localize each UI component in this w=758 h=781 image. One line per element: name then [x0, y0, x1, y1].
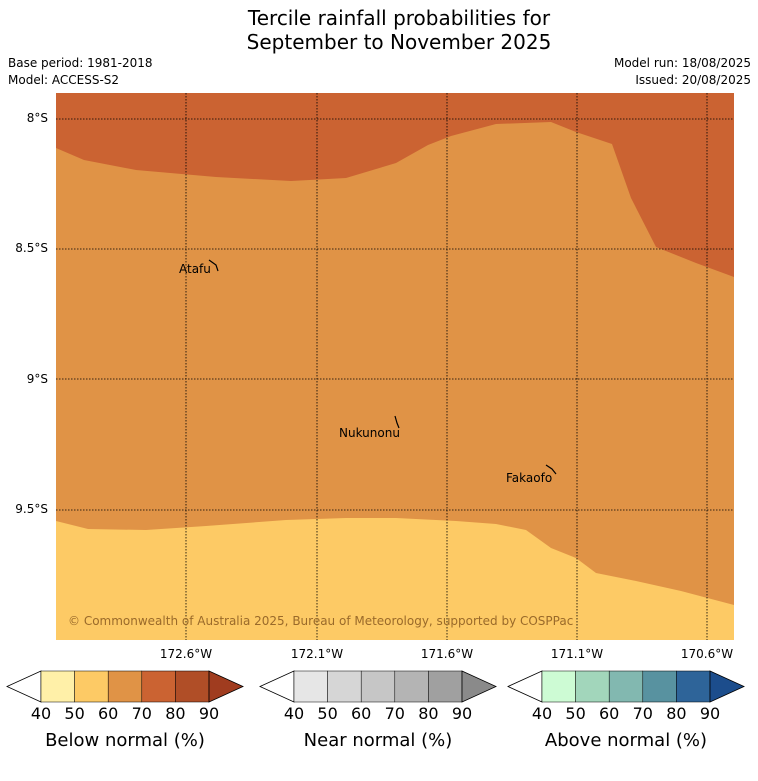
colorbar-tick-label: 90 — [451, 704, 473, 723]
lon-tick-172-1: 172.1°W — [290, 647, 344, 661]
colorbar-segment — [360, 670, 396, 703]
colorbar-extend-low — [6, 670, 42, 703]
colorbar-segment — [608, 670, 644, 703]
colorbar-tick-label: 50 — [64, 704, 85, 723]
colorbar-above-normal — [507, 670, 745, 703]
colorbar-tick-label: 70 — [632, 704, 653, 723]
colorbar-below-normal — [6, 670, 244, 703]
colorbar-segment — [642, 670, 677, 703]
colorbar-tick-label: 60 — [98, 704, 119, 723]
colorbar-tick-label: 60 — [599, 704, 620, 723]
lon-tick-171-1: 171.1°W — [550, 647, 604, 661]
colorbar-segment — [541, 670, 576, 703]
colorbar-tick-label: 70 — [384, 704, 405, 723]
colorbar-segment — [40, 670, 75, 703]
colorbar-segment — [575, 670, 610, 703]
colorbar-tick-label: 80 — [666, 704, 687, 723]
place-label-fakaofo: Fakaofo — [506, 471, 553, 485]
nukunonu-atoll — [394, 415, 400, 429]
colorbar-tick-label: 40 — [283, 704, 305, 723]
lon-tick-172-6: 172.6°W — [159, 647, 213, 661]
region-below-60 — [56, 122, 734, 640]
issued-date: Issued: 20/08/2025 — [635, 73, 751, 87]
colorbar-extend-high — [208, 670, 244, 703]
atolls — [208, 259, 557, 475]
colorbar-tick-label: 80 — [418, 704, 439, 723]
lon-tick-171-6: 171.6°W — [420, 647, 474, 661]
colorbar-extend-high — [709, 670, 745, 703]
colorbar-below-swatches — [6, 670, 244, 703]
atafu-atoll — [208, 259, 219, 272]
place-label-nukunonu: Nukunonu — [339, 426, 400, 440]
colorbar-extend-low — [507, 670, 543, 703]
lon-tick-170-6: 170.6°W — [680, 647, 734, 661]
chart-title-line1: Tercile rainfall probabilities for — [247, 6, 551, 30]
colorbar-near-title: Near normal (%) — [303, 730, 453, 751]
colorbar-tick-label: 70 — [131, 704, 152, 723]
colorbar-below-title: Below normal (%) — [45, 730, 205, 751]
colorbar-tick-label: 60 — [351, 704, 372, 723]
lat-tick-8-5: 8.5°S — [15, 241, 48, 255]
chart-title-line2: September to November 2025 — [246, 30, 552, 54]
colorbar-extend-low — [259, 670, 295, 703]
colorbar-near-normal — [259, 670, 497, 703]
colorbar-segment — [141, 670, 176, 703]
graticule — [56, 93, 734, 640]
colorbar-tick-label: 50 — [565, 704, 586, 723]
colorbar-segment — [107, 670, 143, 703]
colorbar-segment — [327, 670, 362, 703]
region-below-50 — [56, 518, 734, 640]
colorbar-tick-label: 90 — [198, 704, 220, 723]
colorbar-above-title: Above normal (%) — [544, 730, 708, 751]
colorbar-above-swatches — [507, 670, 745, 703]
model-name: Model: ACCESS-S2 — [8, 73, 120, 87]
colorbar-segment — [175, 670, 210, 703]
probability-map — [56, 93, 734, 640]
lat-tick-9-5: 9.5°S — [15, 502, 48, 516]
model-run: Model run: 18/08/2025 — [613, 56, 751, 70]
lat-tick-8: 8°S — [26, 111, 48, 125]
colorbar-tick-label: 40 — [531, 704, 553, 723]
colorbar-tick-label: 40 — [30, 704, 52, 723]
colorbar-segment — [293, 670, 328, 703]
colorbar-segment — [676, 670, 711, 703]
colorbar-segment — [428, 670, 463, 703]
colorbar-tick-label: 50 — [317, 704, 338, 723]
base-period: Base period: 1981-2018 — [8, 56, 153, 70]
colorbar-segment — [74, 670, 109, 703]
place-label-atafu: Atafu — [179, 262, 211, 276]
fakaofo-atoll — [545, 464, 557, 475]
colorbar-segment — [394, 670, 429, 703]
colorbar-tick-label: 80 — [165, 704, 186, 723]
colorbar-near-swatches — [259, 670, 497, 703]
copyright-notice: © Commonwealth of Australia 2025, Bureau… — [68, 614, 574, 628]
colorbar-extend-high — [461, 670, 497, 703]
lat-tick-9: 9°S — [26, 372, 48, 386]
colorbar-tick-label: 90 — [699, 704, 721, 723]
